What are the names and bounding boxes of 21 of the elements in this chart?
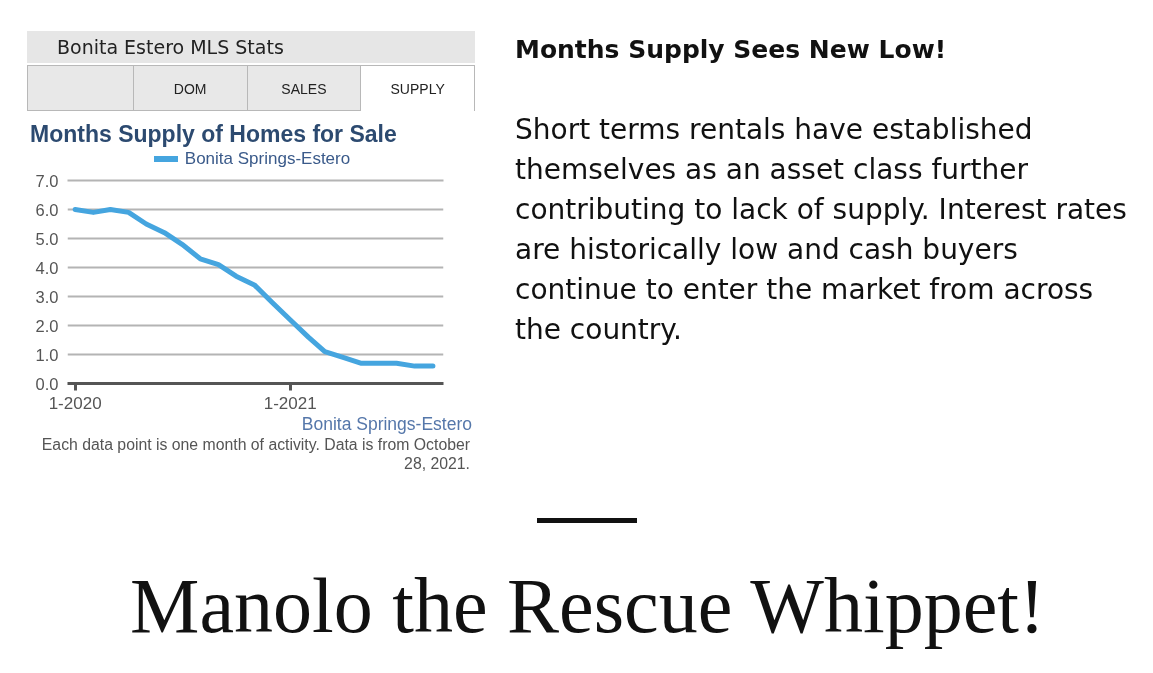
text: SALES — [247, 65, 362, 111]
y-tick-label: 2.0 — [35, 316, 59, 335]
y-tick-label: 0.0 — [35, 374, 59, 393]
text: Each data point is one month of activity. Data is from October 28, 2021. — [40, 435, 470, 473]
legend-label: Bonita Springs-Estero — [184, 147, 351, 170]
y-tick-label: 4.0 — [35, 258, 59, 277]
text: Manolo the Rescue Whippet! — [129, 561, 1046, 651]
text: Months Supply Sees New Low! — [515, 34, 947, 66]
text: Bonita Estero MLS Stats — [27, 31, 475, 63]
y-tick-label: 5.0 — [35, 229, 59, 248]
text: SUPPLY — [361, 65, 476, 111]
text: Short terms rentals have established themselves as an asset class further contributing to lack of supply. Interest rates are historically low and cash buyers continue to enter the market from across the country. — [515, 112, 1128, 348]
y-tick-label: 1.0 — [35, 345, 59, 364]
chart-title: Months Supply of Homes for Sale — [29, 120, 397, 148]
y-tick-label: 6.0 — [35, 200, 59, 219]
x-tick-label: 1-2020 — [48, 393, 102, 413]
y-tick-label: 7.0 — [35, 171, 59, 190]
x-tick-label: 1-2021 — [263, 393, 317, 413]
text: Bonita Springs-Estero — [300, 413, 472, 435]
text: DOM — [133, 65, 248, 111]
y-tick-label: 3.0 — [35, 287, 59, 306]
